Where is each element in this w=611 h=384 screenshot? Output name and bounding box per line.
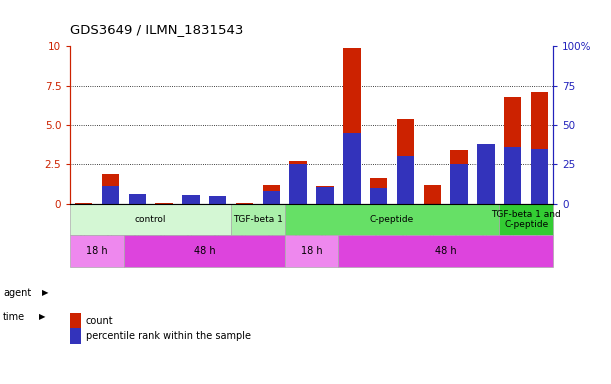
- Bar: [128, 197, 146, 204]
- Bar: [124, 235, 285, 267]
- Text: C-peptide: C-peptide: [370, 215, 414, 224]
- Bar: [182, 195, 200, 204]
- Text: GDS3649 / ILMN_1831543: GDS3649 / ILMN_1831543: [70, 23, 244, 36]
- Bar: [128, 194, 146, 204]
- Text: 48 h: 48 h: [194, 246, 215, 256]
- Bar: [531, 149, 548, 204]
- Bar: [423, 185, 441, 204]
- Bar: [397, 156, 414, 204]
- Bar: [316, 187, 334, 204]
- Text: TGF-beta 1 and
C-peptide: TGF-beta 1 and C-peptide: [491, 210, 561, 229]
- Bar: [102, 187, 119, 204]
- Bar: [450, 150, 468, 204]
- Bar: [70, 204, 231, 235]
- Bar: [290, 161, 307, 204]
- Bar: [343, 133, 360, 204]
- Bar: [263, 185, 280, 204]
- Bar: [231, 204, 285, 235]
- Text: control: control: [135, 215, 166, 224]
- Bar: [285, 204, 499, 235]
- Bar: [209, 203, 227, 204]
- Bar: [209, 196, 227, 204]
- Bar: [236, 203, 254, 204]
- Text: count: count: [86, 316, 113, 326]
- Bar: [477, 163, 495, 204]
- Text: 18 h: 18 h: [86, 246, 108, 256]
- Bar: [155, 203, 173, 204]
- Bar: [504, 96, 521, 204]
- Bar: [397, 119, 414, 204]
- Bar: [182, 196, 200, 204]
- Bar: [370, 188, 387, 204]
- Bar: [263, 191, 280, 204]
- Bar: [338, 235, 553, 267]
- Text: ▶: ▶: [38, 312, 45, 321]
- Text: 18 h: 18 h: [301, 246, 323, 256]
- Bar: [290, 164, 307, 204]
- Bar: [70, 235, 124, 267]
- Bar: [450, 164, 468, 204]
- Text: TGF-beta 1: TGF-beta 1: [233, 215, 283, 224]
- Bar: [477, 144, 495, 204]
- Text: time: time: [3, 312, 25, 322]
- Bar: [370, 178, 387, 204]
- Bar: [75, 203, 92, 204]
- Bar: [504, 147, 521, 204]
- Text: agent: agent: [3, 288, 31, 298]
- Bar: [316, 187, 334, 204]
- Bar: [531, 92, 548, 204]
- Bar: [285, 235, 338, 267]
- Text: ▶: ▶: [42, 288, 48, 297]
- Text: 48 h: 48 h: [435, 246, 456, 256]
- Bar: [343, 48, 360, 204]
- Bar: [499, 204, 553, 235]
- Bar: [102, 174, 119, 204]
- Text: percentile rank within the sample: percentile rank within the sample: [86, 331, 251, 341]
